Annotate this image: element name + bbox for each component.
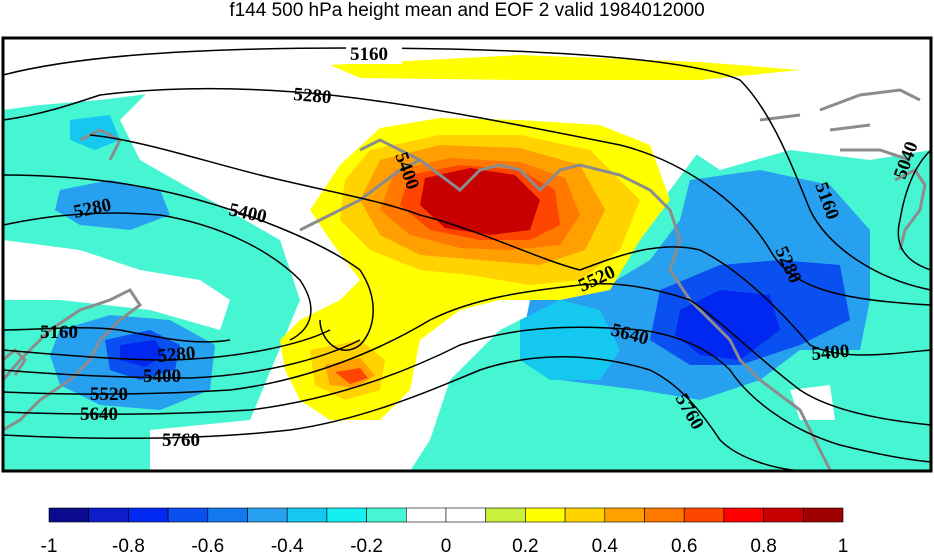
colorbar-swatch bbox=[326, 507, 367, 523]
colorbar-swatch bbox=[247, 507, 288, 523]
field-positive-top-band bbox=[330, 55, 800, 80]
colorbar-swatch bbox=[445, 507, 487, 523]
coastline-island-left bbox=[3, 347, 27, 376]
colorbar-swatch bbox=[683, 507, 725, 523]
colorbar-swatch bbox=[366, 507, 407, 523]
coastline-asia bbox=[3, 288, 143, 432]
colorbar-tick-label: -0.8 bbox=[112, 536, 145, 557]
colorbar-swatch bbox=[564, 507, 606, 523]
field-near-zero-top-left bbox=[3, 38, 200, 110]
coastline-islands-top bbox=[759, 88, 921, 162]
contour-label-bg-5160-top bbox=[346, 42, 402, 64]
contour-5280-left bbox=[3, 212, 312, 341]
colorbar-swatch bbox=[207, 507, 248, 523]
colorbar-swatch bbox=[286, 507, 328, 523]
contour-label-5520-lower-left: 5520 bbox=[90, 384, 128, 405]
contour-5160-lower bbox=[3, 327, 231, 343]
map-title: f144 500 hPa height mean and EOF 2 valid… bbox=[229, 0, 705, 21]
contour-5760 bbox=[3, 356, 811, 471]
contour-label-5400-lower-left: 5400 bbox=[143, 366, 181, 387]
contour-5520 bbox=[3, 282, 931, 426]
colorbar-swatch bbox=[128, 507, 169, 523]
colorbar-tick-label: -0.4 bbox=[270, 536, 304, 557]
colorbar-swatch bbox=[525, 507, 566, 523]
coastline-north-america bbox=[299, 158, 832, 471]
colorbar bbox=[48, 507, 844, 523]
colorbar-swatch bbox=[405, 507, 447, 523]
coastline-alaska bbox=[359, 138, 421, 162]
contour-label-5160-lower-left: 5160 bbox=[40, 322, 78, 343]
colorbar-tick-label: 0 bbox=[440, 536, 452, 557]
contour-5640 bbox=[3, 326, 931, 463]
field-positive-lower-core bbox=[335, 368, 368, 384]
colorbar-swatch bbox=[48, 507, 90, 523]
contour-label-5640-lower-left: 5640 bbox=[80, 404, 118, 425]
colorbar-tick-label: -0.2 bbox=[350, 536, 383, 557]
field-negative-left-upper bbox=[55, 180, 170, 230]
contour-5400 bbox=[3, 174, 374, 351]
contour-5280 bbox=[3, 87, 931, 306]
contour-label-5760-lower-left: 5760 bbox=[162, 430, 200, 451]
contour-5280-lower bbox=[3, 329, 331, 361]
colorbar-swatch bbox=[763, 507, 804, 523]
contour-label-5280-lower-left: 5280 bbox=[157, 343, 197, 367]
colorbar-swatch bbox=[88, 507, 129, 523]
shaded-field bbox=[3, 38, 931, 471]
contour-label-5160-top: 5160 bbox=[350, 44, 388, 65]
colorbar-swatch bbox=[485, 507, 526, 523]
height-contours bbox=[3, 47, 931, 471]
colorbar-swatch bbox=[644, 507, 685, 523]
colorbar-swatch bbox=[802, 507, 844, 523]
contour-5400-b bbox=[89, 134, 931, 356]
contour-label-5280-upper: 5280 bbox=[293, 84, 333, 108]
colorbar-tick-label: 0.4 bbox=[591, 536, 619, 557]
colorbar-swatch bbox=[167, 507, 209, 523]
contour-5040 bbox=[897, 149, 931, 271]
contour-label-5400-right: 5400 bbox=[811, 341, 851, 365]
field-near-zero-bottom-left bbox=[150, 420, 260, 471]
colorbar-tick-label: 1 bbox=[837, 536, 849, 557]
colorbar-swatch bbox=[723, 507, 764, 523]
field-positive-core bbox=[420, 168, 540, 235]
contour-5160 bbox=[3, 47, 931, 291]
colorbar-tick-label: 0.2 bbox=[512, 536, 539, 557]
coastlines bbox=[3, 88, 927, 471]
colorbar-tick-label: -1 bbox=[40, 536, 58, 557]
colorbar-swatch bbox=[604, 507, 645, 523]
field-near-zero-left bbox=[3, 240, 230, 330]
contour-5400-lower bbox=[3, 339, 361, 379]
colorbar-tick-label: 0.8 bbox=[750, 536, 777, 557]
field-negative-mid bbox=[520, 300, 620, 380]
map-frame bbox=[1, 36, 933, 473]
coastline-greenland bbox=[894, 168, 927, 251]
colorbar-tick-label: -0.6 bbox=[191, 536, 225, 557]
colorbar-tick-label: 0.6 bbox=[670, 536, 698, 557]
